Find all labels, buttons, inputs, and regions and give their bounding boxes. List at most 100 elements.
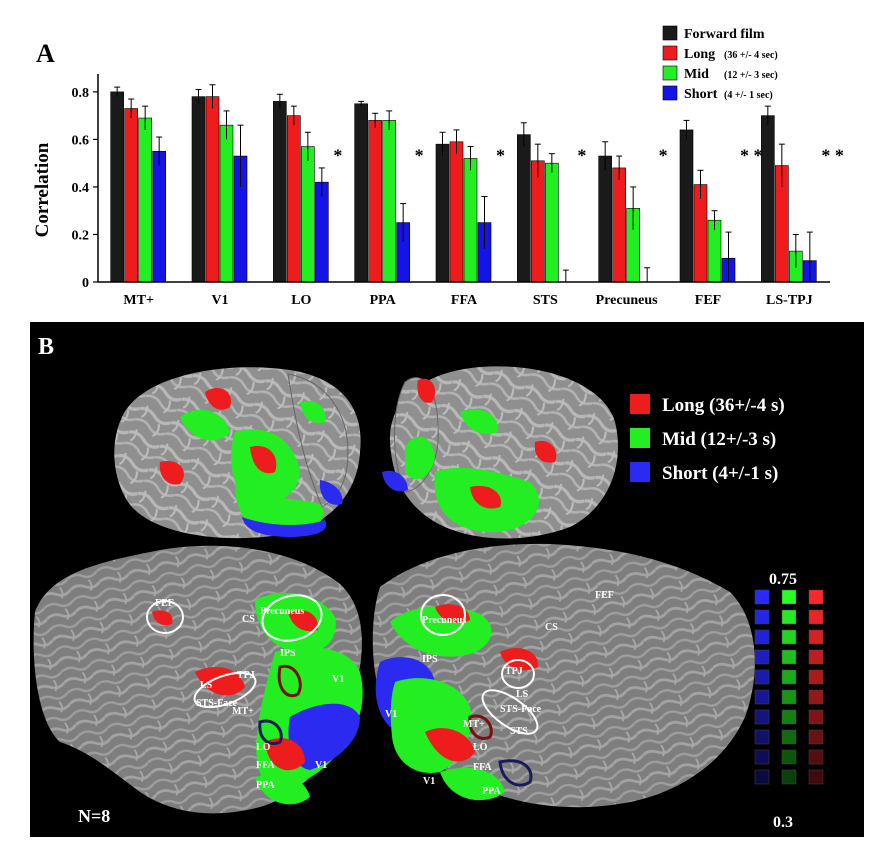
bar <box>435 143 450 283</box>
colorbar-cell <box>808 589 824 605</box>
legend-label: Long <box>684 47 715 62</box>
colorbar-cell <box>754 709 770 725</box>
region-label: FEF <box>155 598 174 609</box>
region-label: STS-Face <box>500 704 542 715</box>
flatmap-left <box>33 545 363 814</box>
bar <box>679 129 694 283</box>
colorbar-cell <box>808 629 824 645</box>
x-tick-label: LO <box>291 293 311 308</box>
significance-marker: * <box>415 145 424 165</box>
inflated-right-hemisphere <box>382 366 618 539</box>
panel-b-label: B <box>38 334 54 360</box>
colorbar-cell <box>754 669 770 685</box>
bar <box>612 167 626 283</box>
bar <box>152 150 166 283</box>
significance-marker: * * <box>740 145 763 165</box>
colorbar-cell <box>754 629 770 645</box>
legend-label: Mid <box>684 67 709 82</box>
region-label: LO <box>473 742 488 753</box>
x-tick-label: FFA <box>451 293 478 308</box>
region-label: CS <box>242 614 255 625</box>
bar <box>531 160 545 283</box>
bar <box>315 181 329 283</box>
brain-maps: B <box>33 334 824 831</box>
bar <box>545 162 559 283</box>
region-label: IPS <box>280 648 296 659</box>
colorbar-cell <box>781 589 797 605</box>
legend-label: Mid (12+/-3 s) <box>662 429 776 450</box>
colorbar-cell <box>754 689 770 705</box>
region-label: CS <box>545 622 558 633</box>
bar <box>517 134 531 283</box>
legend-swatch <box>662 85 678 101</box>
region-label: LO <box>256 742 271 753</box>
panel-a: A Correlation 0 0.2 0.4 0.6 0.8 MT+ V1 LO PPA FFA… <box>0 0 869 322</box>
x-tick-label: MT+ <box>123 293 154 308</box>
colorbar-cell <box>781 709 797 725</box>
bar <box>124 108 138 283</box>
colorbar-cell <box>808 709 824 725</box>
colorbar-cell <box>781 649 797 665</box>
region-label: PPA <box>482 786 501 797</box>
bar <box>368 120 382 283</box>
bar <box>693 184 708 283</box>
legend-label: Short (4+/-1 s) <box>662 463 778 484</box>
colorbar-cell <box>781 749 797 765</box>
bar-chart: A Correlation 0 0.2 0.4 0.6 0.8 MT+ V1 LO PPA FFA… <box>32 25 844 308</box>
region-label: MT+ <box>232 706 254 717</box>
colorbar-cell <box>781 629 797 645</box>
bar <box>463 158 478 283</box>
legend-swatch <box>630 428 650 448</box>
region-label: FEF <box>595 590 614 601</box>
region-label: V1 <box>332 674 344 685</box>
panel-b: B <box>30 322 864 837</box>
y-axis-label: Correlation <box>32 142 53 237</box>
colorbar-cell <box>754 609 770 625</box>
colorbar-max-label: 0.75 <box>769 571 797 588</box>
sample-size-label: N=8 <box>78 806 110 826</box>
region-label: STS <box>510 726 528 737</box>
bar <box>761 115 775 283</box>
legend-swatch <box>662 25 678 41</box>
legend-swatch <box>630 394 650 414</box>
y-tick-label: 0.6 <box>72 133 90 148</box>
colorbar-cell <box>754 649 770 665</box>
colorbar-cell <box>808 769 824 785</box>
colorbar-cell <box>754 749 770 765</box>
legend-label: Short <box>684 87 718 102</box>
bar <box>382 120 396 283</box>
y-tick-label: 0.8 <box>72 86 90 101</box>
region-label: LS <box>516 689 529 700</box>
colorbar-cell <box>808 689 824 705</box>
bar <box>273 101 287 283</box>
y-tick-label: 0 <box>82 276 89 291</box>
colorbar-cell <box>808 729 824 745</box>
colorbar-cell <box>808 669 824 685</box>
region-label: V1 <box>423 776 435 787</box>
x-tick-label: Precuneus <box>596 293 659 308</box>
legend-sublabel: (12 +/- 3 sec) <box>724 70 778 81</box>
colorbar: 0.75 0.3 <box>754 571 824 831</box>
x-tick-label: PPA <box>370 293 397 308</box>
legend-label: Long (36+/-4 s) <box>662 395 785 416</box>
region-label: STS-Face <box>196 698 238 709</box>
colorbar-cell <box>781 609 797 625</box>
bar <box>138 117 152 283</box>
region-label: TPJ <box>237 670 255 681</box>
bar <box>301 146 315 283</box>
colorbar-cell <box>781 729 797 745</box>
region-label: PPA <box>256 780 275 791</box>
colorbar-min-label: 0.3 <box>773 814 793 831</box>
bar <box>287 115 301 283</box>
colorbar-cell <box>781 669 797 685</box>
significance-marker: * <box>333 145 342 165</box>
x-tick-label: V1 <box>211 293 228 308</box>
colorbar-cell <box>808 649 824 665</box>
bar <box>191 96 206 283</box>
region-label: Precuneus <box>260 606 304 617</box>
region-label: IPS <box>422 654 438 665</box>
duration-legend: Long (36+/-4 s) Mid (12+/-3 s) Short (4+/-… <box>630 394 785 484</box>
colorbar-cell <box>808 749 824 765</box>
legend-swatch <box>662 65 678 81</box>
